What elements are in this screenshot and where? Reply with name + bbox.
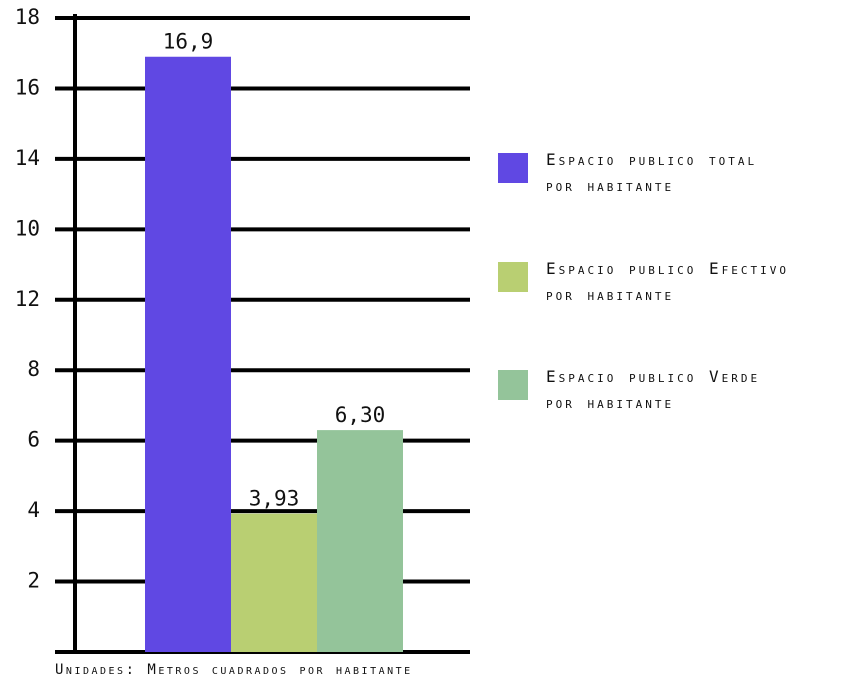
y-tick-label: 14 xyxy=(15,146,40,170)
value-label: 6,30 xyxy=(335,403,386,427)
legend-label: Espacio publico Efectivo por habitante xyxy=(546,259,789,304)
legend-label: Espacio publico Verde por habitante xyxy=(546,367,761,412)
y-tick-label: 8 xyxy=(27,357,40,381)
y-tick-label: 16 xyxy=(15,75,40,99)
bar xyxy=(231,513,317,652)
bar xyxy=(317,430,403,652)
value-label: 3,93 xyxy=(249,487,300,511)
y-tick-label: 2 xyxy=(27,569,40,593)
legend-item: Espacio publico Verde por habitante xyxy=(498,367,796,416)
y-tick-label: 6 xyxy=(27,428,40,452)
bar xyxy=(145,56,231,652)
footnote: Unidades: Metros cuadrados por habitante xyxy=(55,662,413,678)
y-tick-label: 18 xyxy=(15,5,40,29)
y-tick-label: 10 xyxy=(15,216,40,240)
legend-swatch xyxy=(498,153,528,183)
legend-item: Espacio publico Efectivo por habitante xyxy=(498,259,796,308)
y-tick-label: 12 xyxy=(15,287,40,311)
legend-swatch xyxy=(498,262,528,292)
value-label: 16,9 xyxy=(163,30,214,54)
legend-item: Espacio publico total por habitante xyxy=(498,150,796,199)
legend-label: Espacio publico total por habitante xyxy=(546,150,758,195)
legend-swatch xyxy=(498,370,528,400)
y-tick-label: 4 xyxy=(27,498,40,522)
